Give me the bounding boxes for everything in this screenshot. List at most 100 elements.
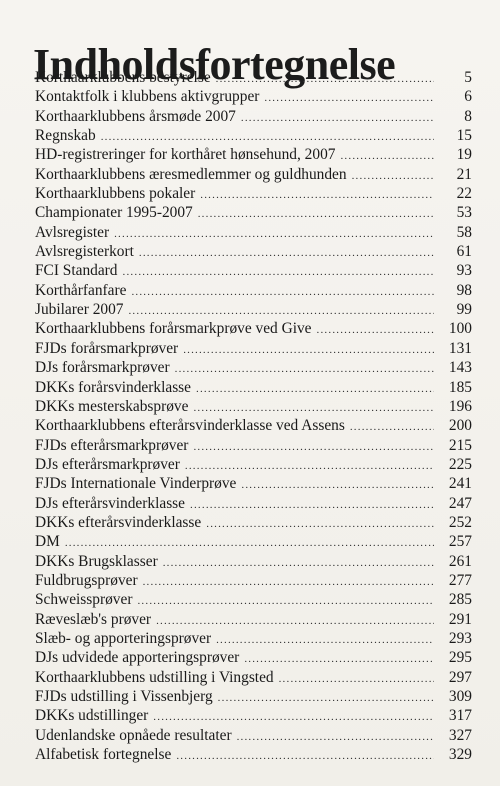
toc-entry-label: FJDs forårsmarkprøver [35, 339, 179, 357]
toc-entry-label: Korthaarklubbens æresmedlemmer og guldhu… [35, 165, 347, 183]
toc-entry: FCI Standard 93 [35, 261, 472, 280]
dot-leader [137, 592, 434, 611]
toc-entry-label: Ræveslæb's prøver [35, 610, 152, 628]
dot-leader [190, 496, 434, 515]
toc-entry-label: DJs forårsmarkprøver [35, 359, 170, 377]
toc-entry-page: 98 [456, 281, 472, 299]
toc-entry-page: 22 [456, 185, 472, 203]
toc-entry-page: 100 [448, 320, 472, 338]
toc-entry-page: 309 [448, 688, 472, 705]
toc-entry-label: DJs udvidede apporteringsprøver [35, 649, 240, 667]
toc-entry-label: Avlsregisterkort [35, 243, 134, 261]
toc-entry-label: DKKs forårsvinderklasse [35, 378, 192, 396]
toc-entry-label: Fuldbrugsprøver [35, 571, 138, 589]
toc-entry: Korthaarklubbens æresmedlemmer og guldhu… [35, 165, 472, 184]
toc-entry-page: 53 [456, 204, 472, 222]
toc-entry-label: FJDs udstilling i Vissenbjerg [35, 688, 213, 705]
dot-leader [218, 689, 434, 708]
toc-entry-label: FCI Standard [35, 262, 118, 280]
toc-entry-page: 291 [448, 610, 472, 628]
toc-entry: Korthaarklubbens pokaler 22 [35, 184, 472, 203]
toc-entry: DM 257 [35, 532, 472, 551]
toc-entry: Regnskab 15 [35, 126, 472, 145]
toc-entry-label: Kontaktfolk i klubbens aktivgrupper [35, 88, 260, 106]
toc-entry-label: Alfabetisk fortegnelse [35, 746, 172, 764]
dot-leader [139, 244, 434, 263]
toc-entry: Avlsregister 58 [35, 223, 472, 242]
dot-leader [176, 747, 434, 766]
dot-leader [196, 380, 434, 399]
dot-leader [352, 167, 434, 186]
toc-entry-page: 6 [464, 88, 472, 106]
dot-leader [279, 670, 434, 689]
dot-leader [241, 476, 434, 495]
toc-entry: Korthårfanfare 98 [35, 281, 472, 300]
toc-entry-label: Schweissprøver [35, 591, 133, 609]
toc-entry-page: 285 [448, 591, 472, 609]
dot-leader [114, 225, 434, 244]
toc-entry: Championater 1995-2007 53 [35, 203, 472, 222]
toc-entry: Korthaarklubbens efterårsvinderklasse ve… [35, 416, 472, 435]
toc-entry-page: 5 [464, 69, 472, 86]
toc-entry-label: DKKs Brugsklasser [35, 552, 158, 570]
dot-leader [131, 283, 434, 302]
toc-entry: DKKs udstillinger 317 [35, 706, 472, 725]
toc-entry-page: 21 [456, 165, 472, 183]
toc-entry-page: 196 [448, 397, 472, 415]
toc-entry-label: Korthårfanfare [35, 281, 127, 299]
toc-entry: Kontaktfolk i klubbens aktivgrupper 6 [35, 87, 472, 106]
toc-entry-label: FJDs efterårsmarkprøver [35, 436, 189, 454]
table-of-contents: Korthaarklubbens bestyrelse 5 Kontaktfolk… [35, 68, 472, 764]
toc-entry-page: 327 [448, 726, 472, 744]
toc-entry: FJDs efterårsmarkprøver 215 [35, 436, 472, 455]
toc-entry: Korthaarklubbens udstilling i Vingsted 29… [35, 668, 472, 687]
toc-entry-page: 329 [448, 746, 472, 764]
dot-leader [200, 186, 434, 205]
toc-entry: FJDs Internationale Vinderprøve 241 [35, 474, 472, 493]
toc-entry-label: DJs efterårsmarkprøver [35, 455, 180, 473]
toc-entry: DJs efterårsmarkprøver 225 [35, 455, 472, 474]
dot-leader [340, 147, 434, 166]
toc-entry-page: 295 [448, 649, 472, 667]
toc-entry-page: 58 [456, 223, 472, 241]
toc-entry-label: DKKs udstillinger [35, 707, 149, 725]
toc-entry-label: Udenlandske opnåede resultater [35, 726, 232, 744]
toc-entry-page: 247 [448, 494, 472, 512]
toc-entry-label: Korthaarklubbens bestyrelse [35, 69, 211, 86]
toc-entry: DKKs mesterskabsprøve 196 [35, 397, 472, 416]
toc-entry-label: FJDs Internationale Vinderprøve [35, 475, 237, 493]
toc-entry-label: Jubilarer 2007 [35, 301, 124, 319]
toc-entry-page: 61 [456, 243, 472, 261]
toc-entry-page: 261 [448, 552, 472, 570]
toc-entry: Korthaarklubbens årsmøde 2007 8 [35, 107, 472, 126]
dot-leader [183, 341, 434, 360]
toc-entry: Alfabetisk fortegnelse 329 [35, 745, 472, 764]
toc-entry: Slæb- og apporteringsprøver 293 [35, 629, 472, 648]
toc-entry-page: 143 [448, 359, 472, 377]
dot-leader [175, 360, 434, 379]
toc-entry-page: 317 [448, 707, 472, 725]
dot-leader [193, 438, 434, 457]
toc-entry-label: Championater 1995-2007 [35, 204, 193, 222]
dot-leader [123, 263, 434, 282]
toc-entry-page: 241 [448, 475, 472, 493]
toc-entry-label: Korthaarklubbens forårsmarkprøve ved Giv… [35, 320, 312, 338]
toc-entry-label: HD-registreringer for korthåret hønsehun… [35, 146, 336, 164]
toc-entry: Korthaarklubbens forårsmarkprøve ved Giv… [35, 319, 472, 338]
dot-leader [264, 89, 434, 108]
dot-leader [206, 515, 434, 534]
toc-entry-page: 252 [448, 513, 472, 531]
toc-entry-page: 19 [456, 146, 472, 164]
toc-entry-page: 131 [448, 339, 472, 357]
toc-entry: FJDs udstilling i Vissenbjerg 309 [35, 687, 472, 706]
toc-entry: DJs forårsmarkprøver 143 [35, 358, 472, 377]
toc-entry-label: DKKs efterårsvinderklasse [35, 513, 202, 531]
toc-entry-label: Korthaarklubbens udstilling i Vingsted [35, 668, 274, 686]
toc-entry: FJDs forårsmarkprøver 131 [35, 339, 472, 358]
toc-entry-page: 297 [448, 668, 472, 686]
toc-entry-page: 200 [448, 417, 472, 435]
toc-entry-label: Slæb- og apporteringsprøver [35, 629, 212, 647]
toc-entry-label: Avlsregister [35, 223, 110, 241]
toc-entry-page: 277 [448, 571, 472, 589]
